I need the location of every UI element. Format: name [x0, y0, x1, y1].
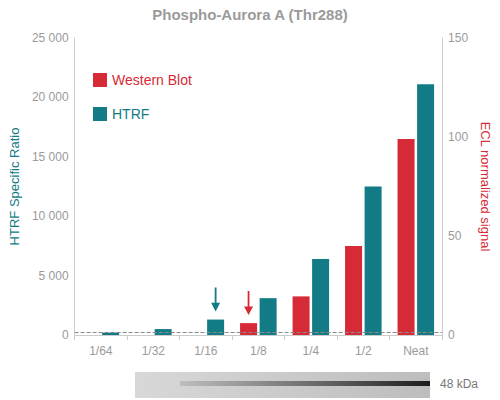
svg-text:0: 0: [62, 328, 69, 342]
svg-text:100: 100: [448, 130, 468, 144]
svg-text:1/2: 1/2: [355, 344, 372, 358]
svg-text:48 kDa: 48 kDa: [440, 377, 478, 391]
svg-text:Neat: Neat: [403, 344, 429, 358]
svg-text:20 000: 20 000: [32, 90, 69, 104]
svg-text:25 000: 25 000: [32, 31, 69, 45]
svg-text:HTRF: HTRF: [112, 106, 149, 122]
svg-text:1/16: 1/16: [194, 344, 218, 358]
svg-text:1/64: 1/64: [89, 344, 113, 358]
svg-text:Phospho-Aurora A (Thr288): Phospho-Aurora A (Thr288): [152, 6, 348, 23]
svg-text:1/32: 1/32: [142, 344, 166, 358]
svg-text:HTRF Specific Ratio: HTRF Specific Ratio: [7, 128, 22, 246]
svg-text:15 000: 15 000: [32, 150, 69, 164]
svg-text:5 000: 5 000: [39, 269, 69, 283]
svg-text:0: 0: [448, 328, 455, 342]
svg-text:50: 50: [448, 229, 462, 243]
svg-text:10 000: 10 000: [32, 209, 69, 223]
svg-text:1/4: 1/4: [302, 344, 319, 358]
svg-text:150: 150: [448, 31, 468, 45]
svg-text:1/8: 1/8: [250, 344, 267, 358]
svg-text:ECL normalized signal: ECL normalized signal: [478, 122, 493, 252]
svg-text:Western Blot: Western Blot: [112, 72, 192, 88]
